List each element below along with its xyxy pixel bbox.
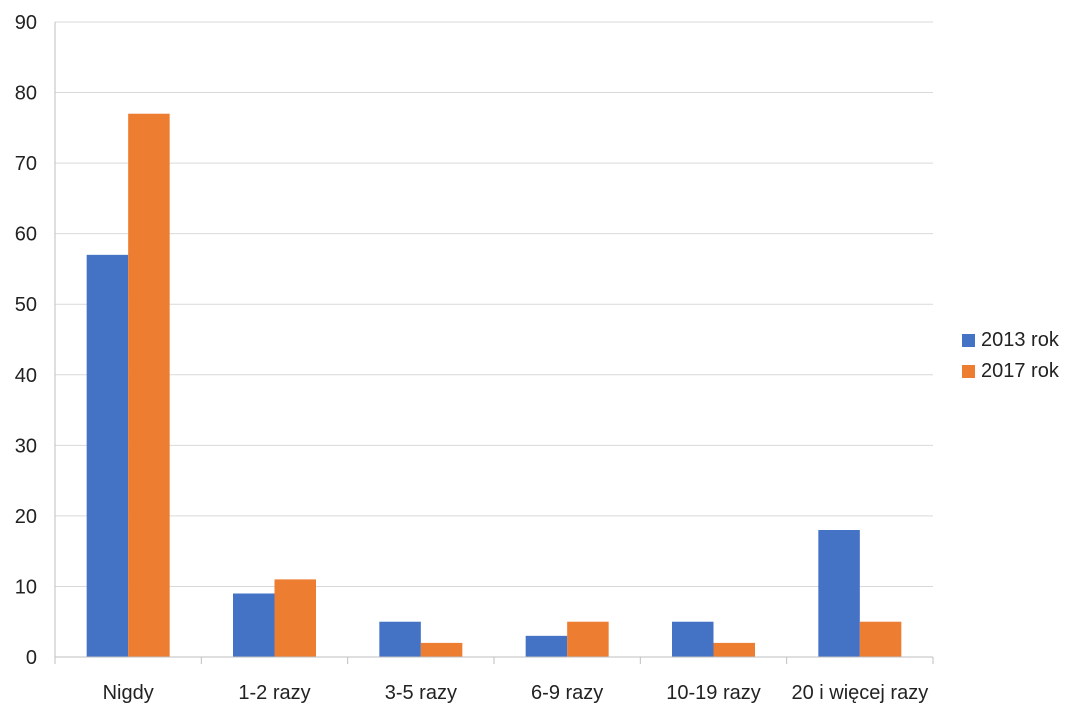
bar-2013-rok-4 [525, 635, 568, 657]
bar-2017-rok-3 [420, 642, 463, 657]
y-tick-label: 10 [15, 576, 37, 598]
bar-2017-rok-5 [713, 642, 755, 657]
legend-item-2017: 2017 rok [962, 356, 1059, 387]
y-tick-label: 20 [15, 506, 37, 528]
y-tick-label: 70 [15, 153, 37, 175]
y-tick-label: 80 [15, 83, 37, 105]
y-tick-label: 50 [15, 294, 37, 316]
legend-swatch-2017 [962, 365, 975, 378]
x-tick-label: Nigdy [103, 682, 154, 703]
legend-label-2013: 2013 rok [981, 329, 1059, 351]
legend: 2013 rok 2017 rok [962, 325, 1059, 387]
tick-labels: 0 10 20 30 40 50 60 70 80 90 Nigdy 1-2 razy 3-5 razy… [15, 12, 928, 704]
bar-2017-rok-4 [567, 621, 609, 657]
bar-2013-rok-3 [379, 621, 421, 657]
y-tick-label: 90 [15, 12, 37, 34]
y-tick-label: 30 [15, 435, 37, 457]
bar-2017-rok-1 [128, 113, 170, 657]
legend-item-2013: 2013 rok [962, 325, 1059, 356]
x-tick-label: 6-9 razy [531, 682, 603, 703]
y-tick-label: 60 [15, 224, 37, 246]
legend-label-2017: 2017 rok [981, 360, 1059, 382]
bar-2017-rok-6 [859, 621, 902, 657]
legend-swatch-2013 [962, 334, 975, 347]
x-tick-label: 1-2 razy [238, 682, 310, 703]
gridlines [55, 21, 933, 587]
bar-2013-rok-5 [672, 621, 714, 657]
bar-2017-rok-2 [274, 579, 316, 657]
x-tick-label: 20 i więcej razy [791, 682, 928, 703]
y-tick-label: 40 [15, 365, 37, 387]
x-tick-label: 10-19 razy [666, 682, 761, 703]
axes [54, 22, 934, 664]
bar-2013-rok-1 [86, 254, 129, 658]
bar-2013-rok-6 [818, 530, 860, 657]
y-tick-label: 0 [26, 647, 37, 669]
x-tick-label: 3-5 razy [385, 682, 457, 703]
bars [86, 113, 902, 658]
bar-2013-rok-2 [233, 593, 275, 657]
